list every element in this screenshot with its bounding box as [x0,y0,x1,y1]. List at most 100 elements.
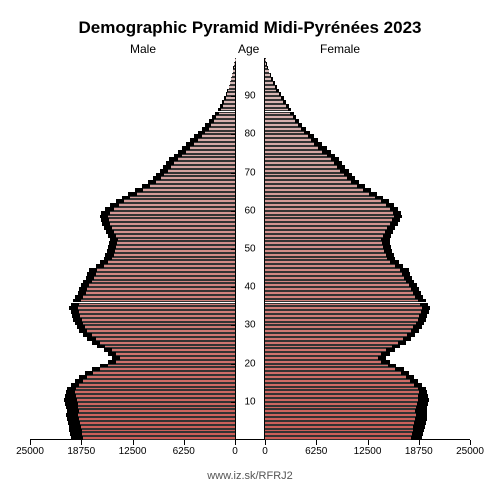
x-tick-label: 18750 [405,446,433,457]
male-bar-row [30,157,235,161]
age-label: Age [238,42,259,56]
female-bar-row [265,268,470,272]
female-bar-row [265,367,470,371]
male-bar-row [30,96,235,100]
female-bar-row [265,89,470,93]
female-bar-row [265,234,470,238]
female-current-bar [265,306,422,310]
male-current-bar [112,257,235,261]
male-current-bar [83,295,235,299]
age-tick-label: 30 [235,320,265,331]
x-tick-label: 18750 [67,446,95,457]
male-bar-row [30,287,235,291]
male-bar-row [30,398,235,402]
female-current-bar [265,325,413,329]
male-bar-row [30,115,235,119]
x-tick [368,440,369,445]
male-current-bar [108,364,235,368]
female-bar-row [265,222,470,226]
female-current-bar [265,287,411,291]
female-current-bar [265,421,414,425]
male-current-bar [114,207,235,211]
female-bar-row [265,341,470,345]
female-bar-row [265,318,470,322]
female-bar-row [265,291,470,295]
male-bar-row [30,348,235,352]
male-current-bar [87,329,235,333]
male-bar-row [30,134,235,138]
female-current-bar [265,196,375,200]
male-current-bar [182,154,235,158]
male-bar-row [30,352,235,356]
female-bar-row [265,394,470,398]
female-current-bar [265,333,407,337]
female-current-bar [265,303,420,307]
female-bar-row [265,226,470,230]
male-bar-row [30,249,235,253]
female-current-bar [265,367,395,371]
male-current-bar [75,390,235,394]
male-bar-row [30,268,235,272]
male-bar-row [30,199,235,203]
male-bar-row [30,138,235,142]
male-current-bar [82,432,235,436]
male-bar-row [30,303,235,307]
age-tick-label: 60 [235,205,265,216]
male-bar-row [30,379,235,383]
male-current-bar [108,260,235,264]
female-current-bar [265,264,395,268]
male-current-bar [79,383,235,387]
female-bar-row [265,207,470,211]
female-current-bar [265,226,387,230]
x-tick [235,440,236,445]
male-current-bar [97,268,235,272]
female-current-bar [265,142,314,146]
female-bar-row [265,280,470,284]
female-current-bar [265,390,419,394]
male-current-bar [108,215,235,219]
female-current-bar [265,268,400,272]
female-bar-row [265,245,470,249]
female-current-bar [265,272,402,276]
female-current-bar [265,291,413,295]
male-bar-row [30,119,235,123]
male-current-bar [81,299,235,303]
female-current-bar [265,360,381,364]
female-current-bar [265,253,386,257]
male-current-bar [79,409,235,413]
female-current-bar [265,62,266,66]
female-current-bar [265,222,390,226]
female-bar-row [265,387,470,391]
male-current-bar [114,230,235,234]
female-bar-row [265,257,470,261]
female-current-bar [265,337,403,341]
male-bar-row [30,406,235,410]
age-tick [231,173,235,174]
female-current-bar [265,402,417,406]
female-current-bar [265,161,334,165]
female-bar-row [265,115,470,119]
female-bar-row [265,196,470,200]
female-current-bar [265,104,286,108]
male-bar-row [30,241,235,245]
source-text: www.iz.sk/RFRJ2 [0,470,500,482]
x-tick [81,440,82,445]
male-bar-row [30,92,235,96]
female-current-bar [265,314,419,318]
male-bar-row [30,429,235,433]
male-current-bar [116,352,235,356]
female-bar-row [265,173,470,177]
male-current-bar [105,345,235,349]
female-current-bar [265,146,318,150]
male-current-bar [92,333,236,337]
female-current-bar [265,215,394,219]
female-bar-row [265,218,470,222]
male-bar-row [30,58,235,62]
age-tick [231,96,235,97]
male-current-bar [117,241,235,245]
male-current-bar [219,112,235,116]
male-bar-row [30,146,235,150]
age-tick [231,402,235,403]
male-bar-row [30,337,235,341]
female-current-bar [265,413,416,417]
